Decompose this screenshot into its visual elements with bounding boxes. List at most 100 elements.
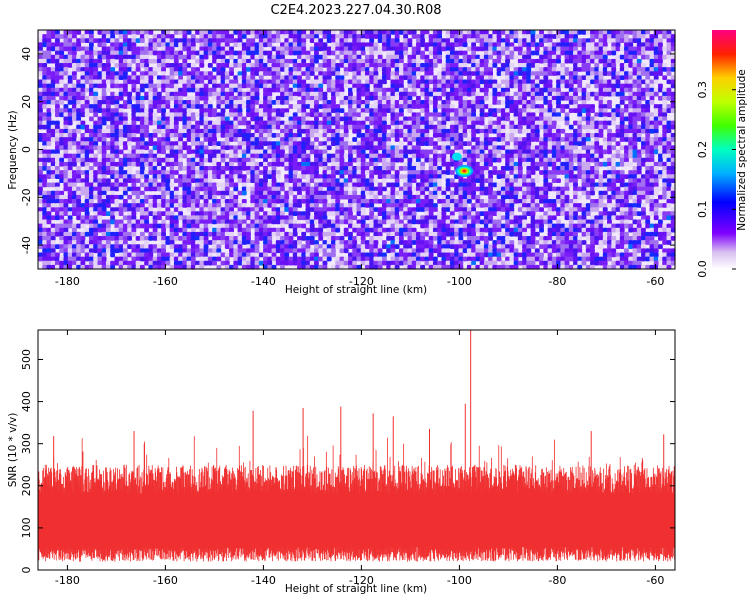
heatmap-cell [543, 71, 549, 76]
heatmap-cell [352, 149, 358, 155]
heatmap-cell [182, 30, 188, 35]
heatmap-cell [182, 112, 188, 118]
heatmap-cell [624, 137, 629, 142]
heatmap-cell [373, 108, 379, 114]
heatmap-cell [220, 112, 226, 118]
heatmap-cell [539, 153, 544, 159]
heatmap-cell [216, 95, 222, 101]
heatmap-cell [76, 145, 82, 151]
heatmap-cell [437, 46, 443, 52]
heatmap-cell [178, 91, 183, 97]
heatmap-cell [356, 91, 362, 97]
heatmap-cell [195, 75, 200, 81]
heatmap-cell [241, 50, 247, 56]
heatmap-cell [229, 112, 234, 118]
heatmap-cell [199, 133, 205, 138]
heatmap-cell [454, 54, 460, 60]
heatmap-cell [241, 83, 247, 89]
heatmap-cell [619, 62, 625, 68]
heatmap-cell [156, 95, 162, 101]
heatmap-cell [195, 124, 200, 130]
heatmap-cell [517, 67, 523, 72]
heatmap-cell [526, 83, 532, 89]
heatmap-cell [97, 128, 103, 134]
heatmap-cell [80, 54, 86, 60]
heatmap-cell [50, 71, 56, 76]
heatmap-cell [131, 120, 137, 126]
heatmap-cell [471, 62, 477, 68]
heatmap-cell [288, 174, 294, 179]
heatmap-cell [662, 95, 668, 101]
heatmap-cell [63, 141, 69, 146]
heatmap-cell [517, 71, 523, 76]
heatmap-cell [292, 83, 298, 89]
heatmap-cell [331, 178, 336, 184]
heatmap-cell [237, 133, 243, 138]
heatmap-cell [182, 42, 188, 48]
heatmap-cell [377, 133, 383, 138]
heatmap-cell [492, 58, 498, 64]
heatmap-cell [59, 87, 65, 93]
heatmap-cell [462, 116, 468, 122]
heatmap-cell [594, 120, 600, 126]
heatmap-cell [386, 62, 392, 68]
heatmap-cell [220, 83, 226, 89]
heatmap-cell [305, 67, 311, 72]
heatmap-cell [88, 34, 94, 39]
heatmap-cell [594, 161, 600, 167]
heatmap-cell [54, 46, 60, 52]
heatmap-cell [496, 170, 502, 175]
heatmap-cell [80, 34, 86, 39]
heatmap-cell [615, 133, 621, 138]
heatmap-cell [662, 46, 668, 52]
heatmap-cell [483, 165, 489, 171]
heatmap-cell [118, 141, 124, 146]
heatmap-cell [173, 108, 179, 114]
heatmap-cell [458, 38, 464, 43]
heatmap-cell [420, 30, 426, 35]
heatmap-cell [534, 75, 540, 81]
heatmap-cell [598, 178, 604, 184]
heatmap-cell [169, 170, 175, 175]
heatmap-cell [390, 182, 396, 188]
heatmap-cell [318, 91, 324, 97]
heatmap-cell [212, 91, 217, 97]
heatmap-cell [59, 91, 65, 97]
heatmap-cell [97, 58, 103, 64]
heatmap-cell [144, 157, 150, 163]
heatmap-cell [441, 186, 447, 192]
heatmap-cell [377, 153, 383, 159]
heatmap-cell [551, 42, 557, 48]
heatmap-cell [590, 165, 595, 171]
heatmap-cell [284, 174, 290, 179]
heatmap-cell [195, 58, 200, 64]
heatmap-cell [326, 71, 332, 76]
heatmap-cell [161, 178, 166, 184]
heatmap-cell [585, 141, 591, 146]
heatmap-cell [526, 42, 532, 48]
heatmap-cell [530, 62, 536, 68]
heatmap-cell [105, 71, 111, 76]
heatmap-cell [263, 153, 268, 159]
heatmap-cell [471, 178, 477, 184]
heatmap-cell [144, 186, 150, 192]
heatmap-cell [339, 83, 345, 89]
heatmap-cell [500, 182, 506, 188]
heatmap-cell [105, 145, 111, 151]
heatmap-cell [509, 100, 515, 105]
heatmap-cell [475, 30, 481, 35]
heatmap-cell [556, 79, 561, 85]
heatmap-cell [449, 178, 455, 184]
heatmap-cell [326, 30, 332, 35]
heatmap-cell [466, 190, 472, 196]
heatmap-cell [165, 137, 171, 142]
heatmap-cell [398, 112, 404, 118]
heatmap-cell [505, 153, 510, 159]
heatmap-cell [670, 108, 676, 114]
heatmap-cell [551, 145, 557, 151]
heatmap-cell [449, 137, 455, 142]
heatmap-cell [275, 50, 281, 56]
heatmap-cell [479, 100, 485, 105]
heatmap-cell [275, 75, 281, 81]
heatmap-cell [152, 112, 158, 118]
